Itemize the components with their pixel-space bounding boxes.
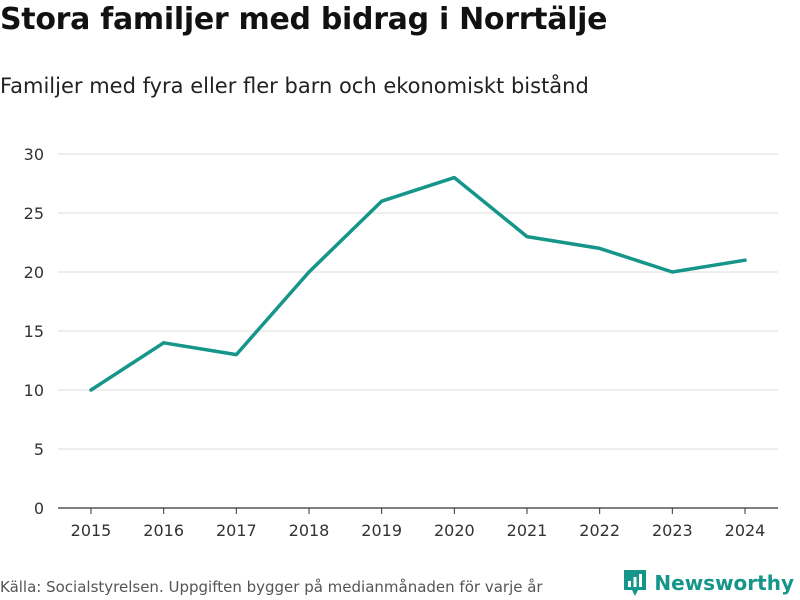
x-tick-label: 2017 xyxy=(216,521,257,540)
y-tick-label: 15 xyxy=(24,322,44,341)
brand-logo[interactable]: Newsworthy xyxy=(622,568,794,598)
x-tick-label: 2018 xyxy=(289,521,330,540)
data-point xyxy=(380,199,384,203)
data-point xyxy=(743,258,747,262)
data-point xyxy=(452,176,456,180)
y-tick-label: 20 xyxy=(24,263,44,282)
chart-subtitle: Familjer med fyra eller fler barn och ek… xyxy=(0,74,589,98)
bar-chart-logo-icon xyxy=(624,570,647,596)
y-tick-label: 5 xyxy=(34,440,44,459)
y-tick-label: 0 xyxy=(34,499,44,518)
x-tick-label: 2015 xyxy=(71,521,112,540)
brand-name: Newsworthy xyxy=(654,571,794,595)
series-lines xyxy=(89,175,747,392)
data-point xyxy=(307,270,311,274)
data-point xyxy=(234,353,238,357)
x-tick-label: 2024 xyxy=(725,521,766,540)
axes: 0 5 10 15 20 25 30 2015 2016 2017 2018 2019 2020 2021… xyxy=(24,145,778,540)
gridlines xyxy=(58,153,778,450)
source-note: Källa: Socialstyrelsen. Uppgiften bygger… xyxy=(0,578,543,596)
x-tick-label: 2019 xyxy=(361,521,402,540)
x-tick-label: 2016 xyxy=(143,521,184,540)
data-point xyxy=(89,388,93,392)
x-tick-label: 2023 xyxy=(652,521,693,540)
x-tick-label: 2022 xyxy=(579,521,620,540)
series-line xyxy=(89,175,747,392)
data-point xyxy=(598,246,602,250)
data-point xyxy=(525,235,529,239)
x-tick-label: 2020 xyxy=(434,521,475,540)
y-tick-label: 25 xyxy=(24,204,44,223)
y-tick-label: 10 xyxy=(24,381,44,400)
x-tick-label: 2021 xyxy=(507,521,548,540)
chart-title: Stora familjer med bidrag i Norrtälje xyxy=(0,2,608,37)
y-tick-label: 30 xyxy=(24,145,44,164)
data-point xyxy=(670,270,674,274)
data-point xyxy=(162,341,166,345)
